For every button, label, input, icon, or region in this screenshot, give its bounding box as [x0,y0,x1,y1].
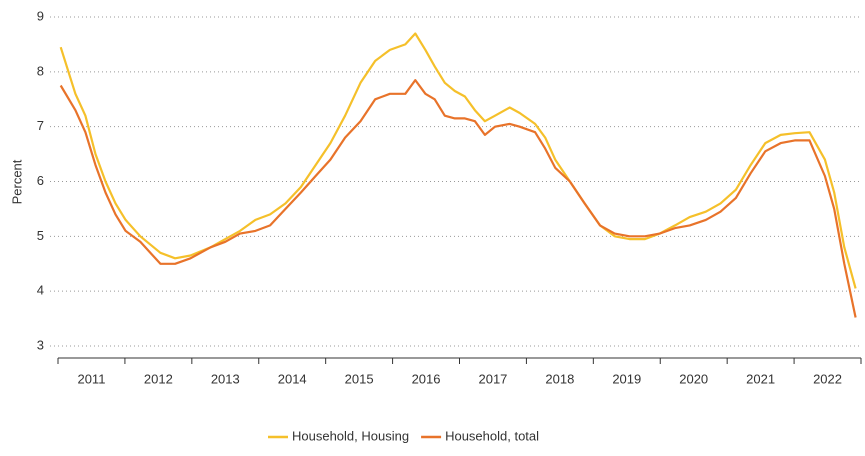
y-axis-label: Percent [9,159,24,204]
y-tick-label: 3 [37,337,44,352]
y-tick-label: 6 [37,173,44,188]
x-tick-label: 2022 [813,371,842,386]
x-tick-label: 2011 [77,371,105,386]
x-tick-label: 2020 [679,371,708,386]
x-tick-label: 2019 [612,371,641,386]
x-tick-label: 2018 [545,371,574,386]
x-tick-label: 2017 [478,371,507,386]
legend: Household, Housing Household, total [268,428,539,443]
y-tick-label: 7 [37,118,44,133]
legend-label: Household, Housing [292,428,409,443]
series-line [59,79,857,318]
y-tick-label: 8 [37,63,44,78]
y-tick-label: 9 [37,8,44,23]
legend-label: Household, total [445,428,539,443]
x-tick-label: 2014 [278,371,307,386]
x-tick-label: 2016 [412,371,441,386]
x-tick-label: 2015 [345,371,374,386]
y-tick-label: 4 [37,283,44,298]
series-line [59,32,857,289]
x-tick-label: 2013 [211,371,240,386]
x-tick-label: 2021 [746,371,775,386]
y-tick-label: 5 [37,228,44,243]
x-tick-label: 2012 [144,371,173,386]
